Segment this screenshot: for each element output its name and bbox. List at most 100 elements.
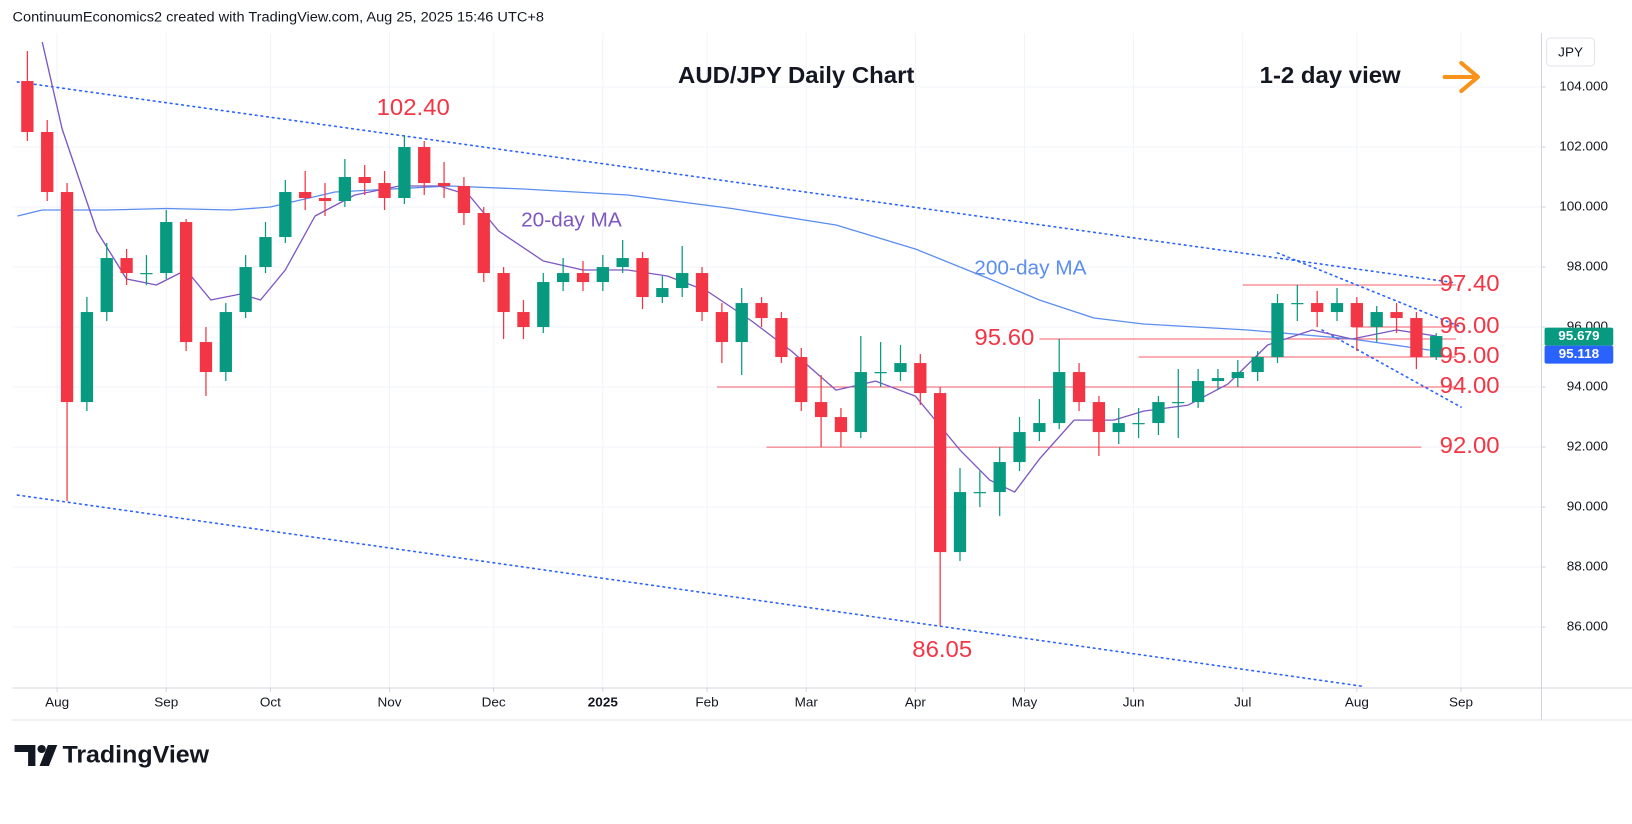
x-tick-label: 2025 xyxy=(588,695,618,710)
logo-mark xyxy=(14,745,36,766)
candle-body xyxy=(1350,303,1364,328)
candle-body xyxy=(735,303,748,343)
candle-body xyxy=(41,132,54,193)
candle-body xyxy=(299,192,312,199)
x-tick-label: Jun xyxy=(1123,695,1145,710)
level-label: 97.40 xyxy=(1440,271,1500,296)
price-label-box xyxy=(1544,327,1614,346)
candle-body xyxy=(418,147,431,184)
candle-body xyxy=(140,273,153,275)
candle-body xyxy=(318,198,332,202)
x-tick-label: Aug xyxy=(1345,695,1369,710)
candle-body xyxy=(636,258,649,298)
x-tick-label: Nov xyxy=(377,695,401,710)
candle-body xyxy=(874,372,887,374)
candle-body xyxy=(1132,423,1145,425)
candle-body xyxy=(775,318,788,358)
candle-body xyxy=(477,213,490,274)
candle-body xyxy=(894,363,907,373)
candle-body xyxy=(1231,372,1244,379)
candle-body xyxy=(795,357,808,403)
candle-body xyxy=(576,273,590,283)
candle-body xyxy=(676,273,689,289)
y-tick-label: 100.000 xyxy=(1559,199,1608,214)
candle-body xyxy=(616,258,629,268)
x-tick-label: Apr xyxy=(905,695,927,710)
candle-body xyxy=(914,363,927,394)
price-label: 95.118 xyxy=(1559,346,1600,361)
candle-body xyxy=(120,258,133,274)
level-label: 95.00 xyxy=(1440,343,1500,368)
y-tick-label: 90.000 xyxy=(1567,499,1608,514)
candle-body xyxy=(695,273,709,313)
y-tick-label: 88.000 xyxy=(1567,559,1608,574)
y-tick-label: 102.000 xyxy=(1559,139,1608,154)
candle-body xyxy=(1430,336,1443,358)
candle-body xyxy=(1251,357,1264,373)
y-tick-label: 94.000 xyxy=(1567,379,1608,394)
candle-body xyxy=(1152,402,1165,424)
low-annotation: 86.05 xyxy=(912,637,972,662)
candle-body xyxy=(1390,312,1403,319)
trendline xyxy=(16,81,1457,284)
x-tick-label: Feb xyxy=(695,695,718,710)
candle-body xyxy=(219,312,232,373)
currency-label: JPY xyxy=(1558,45,1583,60)
candle-body xyxy=(259,237,272,268)
candle-body xyxy=(854,372,867,433)
candle-body xyxy=(1112,423,1125,433)
logo-mark xyxy=(39,745,58,766)
candle-body xyxy=(715,312,729,343)
candle-body xyxy=(814,402,828,418)
candle-body xyxy=(1033,423,1046,433)
price-label: 95.679 xyxy=(1558,328,1599,343)
candle-body xyxy=(338,177,352,202)
candle-body xyxy=(517,312,530,328)
candle-body xyxy=(1370,312,1383,328)
candle-body xyxy=(199,342,213,373)
candle-body xyxy=(100,258,113,313)
candle-body xyxy=(1092,402,1106,433)
ma-label: 200-day MA xyxy=(974,258,1087,280)
chart-title: AUD/JPY Daily Chart xyxy=(678,63,914,88)
candle-body xyxy=(160,222,173,274)
x-tick-label: Dec xyxy=(482,695,506,710)
candle-body xyxy=(1211,378,1225,382)
y-tick-label: 98.000 xyxy=(1567,259,1608,274)
plot-area xyxy=(16,41,1462,687)
candle-body xyxy=(398,147,411,199)
candle-body xyxy=(1271,303,1284,358)
candle-body xyxy=(1053,372,1066,424)
x-tick-label: Sep xyxy=(154,695,178,710)
candle-body xyxy=(1172,402,1185,404)
candle-body xyxy=(1291,303,1304,305)
x-tick-label: Oct xyxy=(260,695,281,710)
currency-box xyxy=(1546,37,1596,67)
candle-body xyxy=(1330,303,1344,313)
header-text: ContinuumEconomics2 created with Trading… xyxy=(12,10,544,26)
candle-body xyxy=(656,288,669,298)
trendline xyxy=(1321,329,1462,408)
moving-average-line xyxy=(17,185,1437,352)
candle-body xyxy=(953,492,967,553)
ma-label: 20-day MA xyxy=(521,210,622,232)
chart-subtitle: 1-2 day view xyxy=(1260,63,1402,88)
candle-body xyxy=(437,183,451,187)
candle-body xyxy=(1013,432,1026,463)
candle-body xyxy=(993,462,1006,493)
logo-text: TradingView xyxy=(62,742,210,768)
x-tick-label: Sep xyxy=(1449,695,1473,710)
x-tick-label: Mar xyxy=(795,695,819,710)
candle-body xyxy=(80,312,94,403)
tradingview-logo: TradingView xyxy=(14,742,210,768)
candle-body xyxy=(457,186,471,214)
x-tick-label: May xyxy=(1012,695,1038,710)
candle-body xyxy=(1311,303,1324,313)
high-annotation: 102.40 xyxy=(377,95,450,120)
price-label-box xyxy=(1544,345,1614,364)
x-tick-label: Jul xyxy=(1234,695,1251,710)
level-label: 95.60 xyxy=(974,325,1034,350)
candle-body xyxy=(358,177,371,184)
